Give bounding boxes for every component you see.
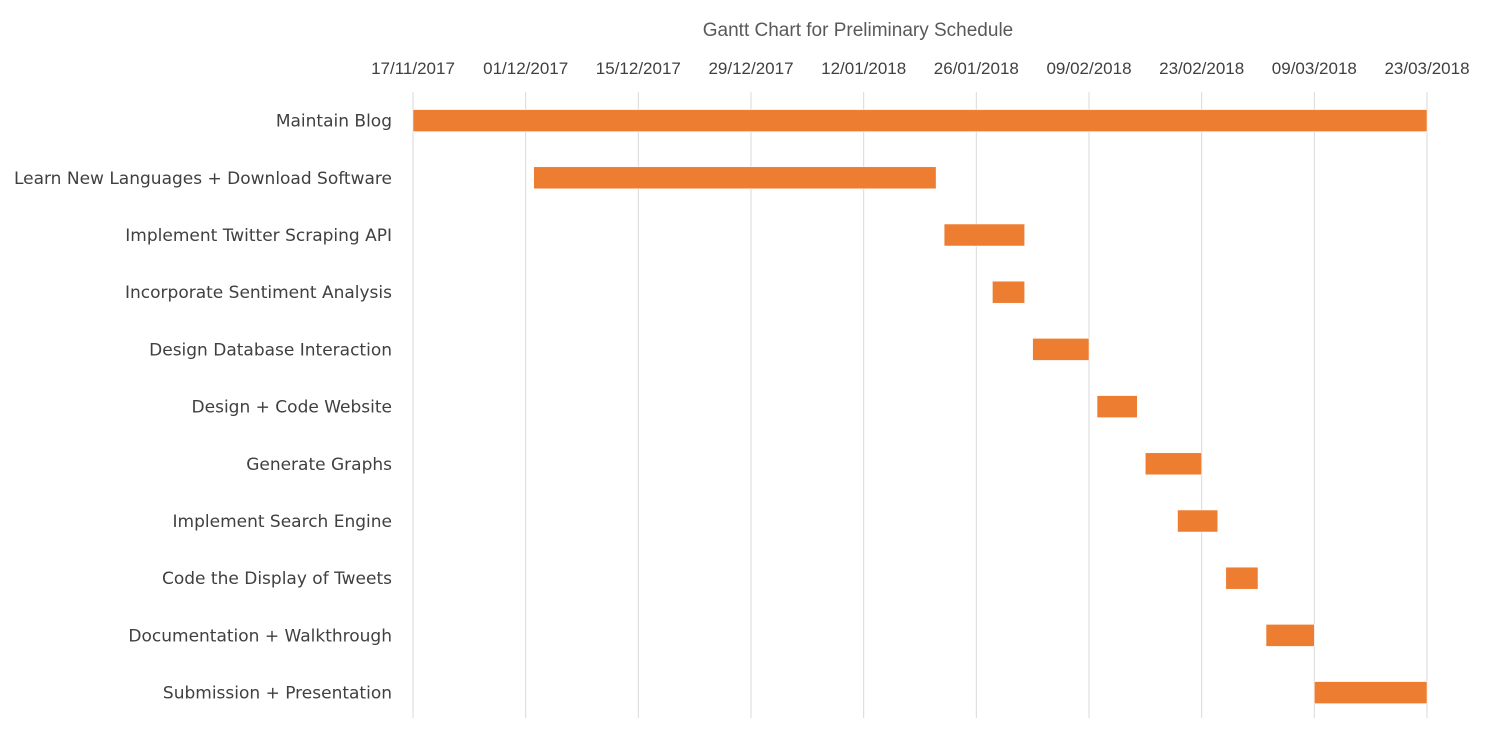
task-bar xyxy=(533,166,937,190)
x-tick-label: 23/02/2018 xyxy=(1159,59,1244,78)
task-labels: Maintain Blog Learn New Languages + Downl… xyxy=(14,112,392,704)
task-bar xyxy=(1145,452,1202,476)
task-label: Design Database Interaction xyxy=(149,340,392,360)
task-bar xyxy=(1177,509,1219,533)
task-bar xyxy=(412,109,1428,132)
task-label: Learn New Languages + Download Software xyxy=(14,169,392,189)
grid-lines xyxy=(412,92,1428,718)
task-bar xyxy=(943,223,1025,247)
x-tick-label: 01/12/2017 xyxy=(483,59,568,78)
x-axis-ticks: 17/11/2017 01/12/2017 15/12/2017 29/12/2017… xyxy=(371,59,1469,78)
x-tick-label: 15/12/2017 xyxy=(596,59,681,78)
task-bar xyxy=(1096,395,1138,418)
x-tick-label: 17/11/2017 xyxy=(371,59,455,78)
task-label: Generate Graphs xyxy=(246,455,392,475)
task-label: Maintain Blog xyxy=(276,112,392,132)
x-tick-label: 12/01/2018 xyxy=(821,59,906,78)
task-label: Documentation + Walkthrough xyxy=(128,626,392,646)
task-bar xyxy=(992,280,1025,304)
task-label: Submission + Presentation xyxy=(163,684,392,704)
x-tick-label: 26/01/2018 xyxy=(934,59,1019,78)
task-label: Code the Display of Tweets xyxy=(162,569,392,589)
task-bar xyxy=(1265,624,1315,647)
x-tick-label: 09/02/2018 xyxy=(1046,59,1131,78)
x-tick-label: 09/03/2018 xyxy=(1272,59,1357,78)
task-label: Implement Twitter Scraping API xyxy=(125,226,392,246)
task-bar xyxy=(1032,338,1090,361)
chart-title: Gantt Chart for Preliminary Schedule xyxy=(703,20,1013,41)
task-label: Incorporate Sentiment Analysis xyxy=(125,283,392,303)
x-tick-label: 23/03/2018 xyxy=(1384,59,1469,78)
x-tick-label: 29/12/2017 xyxy=(708,59,793,78)
task-bars xyxy=(412,109,1428,704)
task-label: Implement Search Engine xyxy=(173,512,392,532)
task-label: Design + Code Website xyxy=(192,398,392,418)
task-bar xyxy=(1225,566,1259,590)
task-bar xyxy=(1314,681,1428,704)
